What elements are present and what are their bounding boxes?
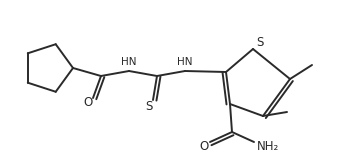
Text: O: O (200, 139, 209, 153)
Text: HN: HN (121, 57, 137, 67)
Text: S: S (256, 36, 264, 49)
Text: O: O (83, 97, 93, 110)
Text: HN: HN (177, 57, 193, 67)
Text: NH₂: NH₂ (257, 139, 279, 153)
Text: S: S (145, 100, 153, 112)
